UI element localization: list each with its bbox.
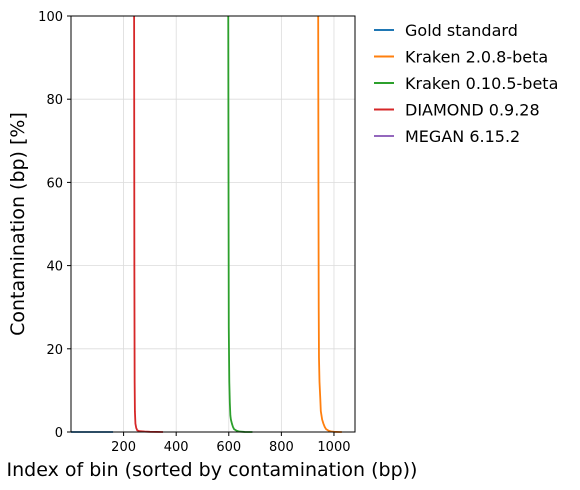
series-line-kraken-2-0-8-beta bbox=[317, 15, 342, 433]
legend-label-diamond-0-9-28: DIAMOND 0.9.28 bbox=[405, 101, 540, 120]
legend: Gold standard Kraken 2.0.8-beta Kraken 0.1… bbox=[374, 21, 558, 146]
y-tick-label: 20 bbox=[46, 343, 63, 358]
y-tick-label: 60 bbox=[46, 176, 63, 191]
y-tick-label: 40 bbox=[46, 260, 63, 275]
legend-label-megan-6-15-2: MEGAN 6.15.2 bbox=[405, 127, 520, 146]
y-tick-label: 80 bbox=[46, 93, 63, 108]
x-tick-label: 800 bbox=[269, 440, 294, 455]
x-axis-title: Index of bin (sorted by contamination (b… bbox=[7, 459, 418, 481]
plot-frame bbox=[70, 15, 356, 433]
legend-label-kraken-0-10-5-beta: Kraken 0.10.5-beta bbox=[405, 74, 558, 93]
x-tick-label: 1000 bbox=[317, 440, 350, 455]
y-axis-title: Contamination (bp) [%] bbox=[7, 112, 29, 336]
series-line-diamond-0-9-28 bbox=[133, 15, 164, 433]
legend-label-gold-standard: Gold standard bbox=[405, 21, 518, 40]
x-tick-label: 200 bbox=[111, 440, 136, 455]
x-tick-label: 600 bbox=[216, 440, 241, 455]
y-tick-label: 100 bbox=[38, 10, 63, 25]
grid-lines bbox=[71, 15, 355, 433]
axis-ticks: 200 400 600 800 1000 0 20 40 60 80 100 bbox=[38, 10, 350, 455]
x-tick-label: 400 bbox=[164, 440, 189, 455]
y-tick-label: 0 bbox=[55, 426, 63, 441]
series-line-kraken-0-10-5-beta bbox=[227, 15, 253, 433]
legend-label-kraken-2-0-8-beta: Kraken 2.0.8-beta bbox=[405, 48, 548, 67]
series-layer bbox=[71, 15, 342, 433]
